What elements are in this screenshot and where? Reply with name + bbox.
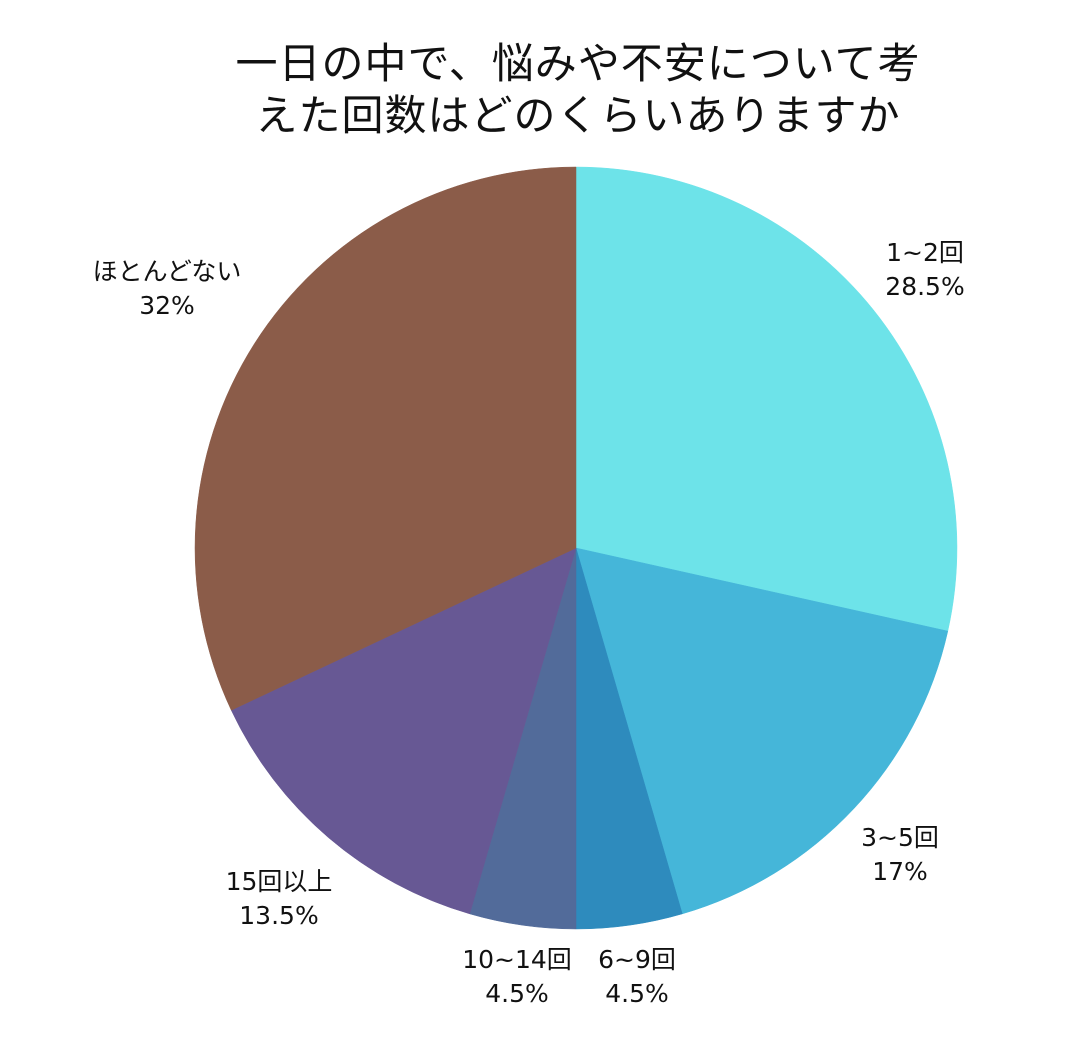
chart-title-line-2: えた回数はどのくらいありますか <box>255 91 901 140</box>
pie-slice <box>575 547 949 915</box>
slice-category: 1~2回 <box>886 238 964 267</box>
slice-label-6-9: 6~9回 4.5% <box>598 943 676 1011</box>
slice-label-15-plus: 15回以上 13.5% <box>226 865 333 933</box>
slice-label-10-14: 10~14回 4.5% <box>462 943 572 1011</box>
pie-slice <box>194 166 577 711</box>
slice-value: 17% <box>872 857 928 886</box>
slice-category: 3~5回 <box>861 823 939 852</box>
slice-category: 6~9回 <box>598 945 676 974</box>
chart-title-line-1: 一日の中で、悩みや不安について考 <box>235 39 921 88</box>
pie-slice <box>575 166 958 632</box>
slice-label-3-5: 3~5回 17% <box>861 821 939 889</box>
slice-value: 32% <box>139 291 195 320</box>
chart-title: 一日の中で、悩みや不安について考 えた回数はどのくらいありますか <box>0 38 1080 142</box>
pie-slice <box>230 547 577 915</box>
slice-category: 10~14回 <box>462 945 572 974</box>
slice-value: 28.5% <box>885 272 965 301</box>
slice-value: 13.5% <box>239 901 319 930</box>
slice-category: 15回以上 <box>225 867 333 896</box>
slice-value: 4.5% <box>605 979 669 1008</box>
slice-category: ほとんどない <box>92 257 242 286</box>
slice-label-1-2: 1~2回 28.5% <box>885 236 964 304</box>
pie-slices <box>194 166 958 930</box>
slice-value: 4.5% <box>485 979 549 1008</box>
slice-label-hardly-ever: ほとんどない 32% <box>93 255 242 323</box>
